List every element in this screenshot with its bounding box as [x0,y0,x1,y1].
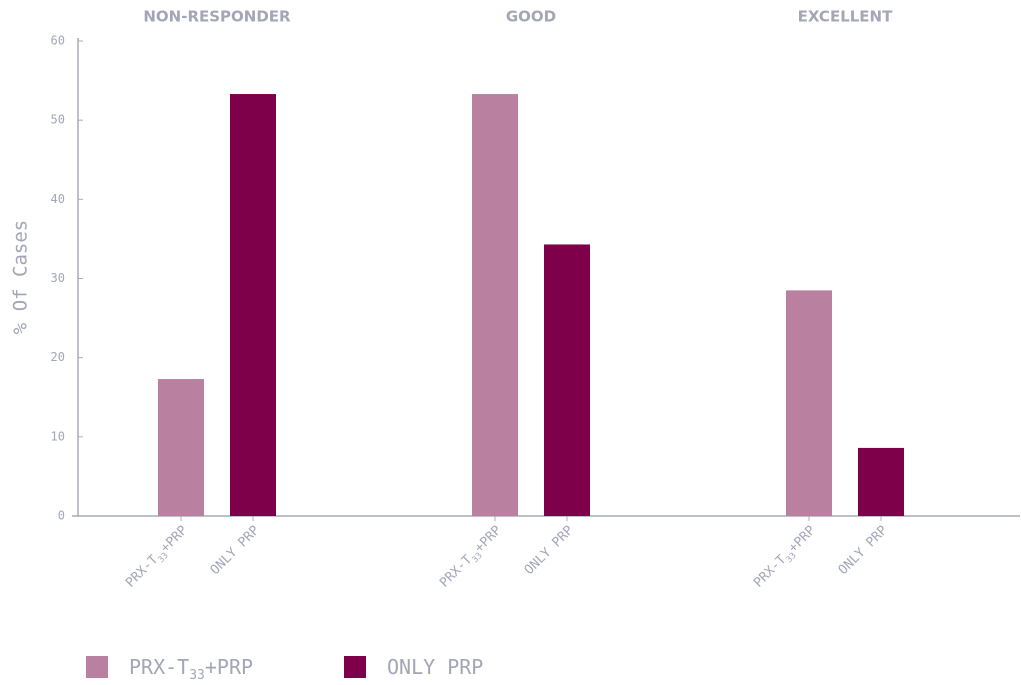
x-tick-label: ONLY PRP [521,523,576,578]
legend-swatch [344,656,366,678]
y-tick-label: 0 [58,509,65,523]
legend-label: ONLY PRP [387,655,483,679]
bar [786,290,832,516]
category-label: EXCELLENT [798,8,893,26]
category-label: NON-RESPONDER [143,8,291,26]
x-tick-label: PRX-T33+PRP [123,523,192,592]
legend-label: PRX-T33+PRP [129,655,253,684]
x-tick-label: ONLY PRP [835,523,890,578]
bar [158,379,204,516]
bar [858,447,904,516]
bar [544,244,590,517]
bar [472,94,518,517]
y-tick-label: 30 [51,271,65,285]
y-tick-label: 40 [51,192,65,206]
x-tick-label: PRX-T33+PRP [437,523,506,592]
y-tick-label: 20 [51,350,65,364]
y-axis-label: % Of Cases [10,220,32,334]
bar [230,94,276,517]
y-tick-label: 60 [51,34,65,48]
x-tick-label: ONLY PRP [207,523,262,578]
y-tick-label: 10 [51,429,65,443]
legend-swatch [86,656,108,678]
category-label: GOOD [506,8,556,26]
x-tick-label: PRX-T33+PRP [751,523,820,592]
y-tick-label: 50 [51,113,65,127]
